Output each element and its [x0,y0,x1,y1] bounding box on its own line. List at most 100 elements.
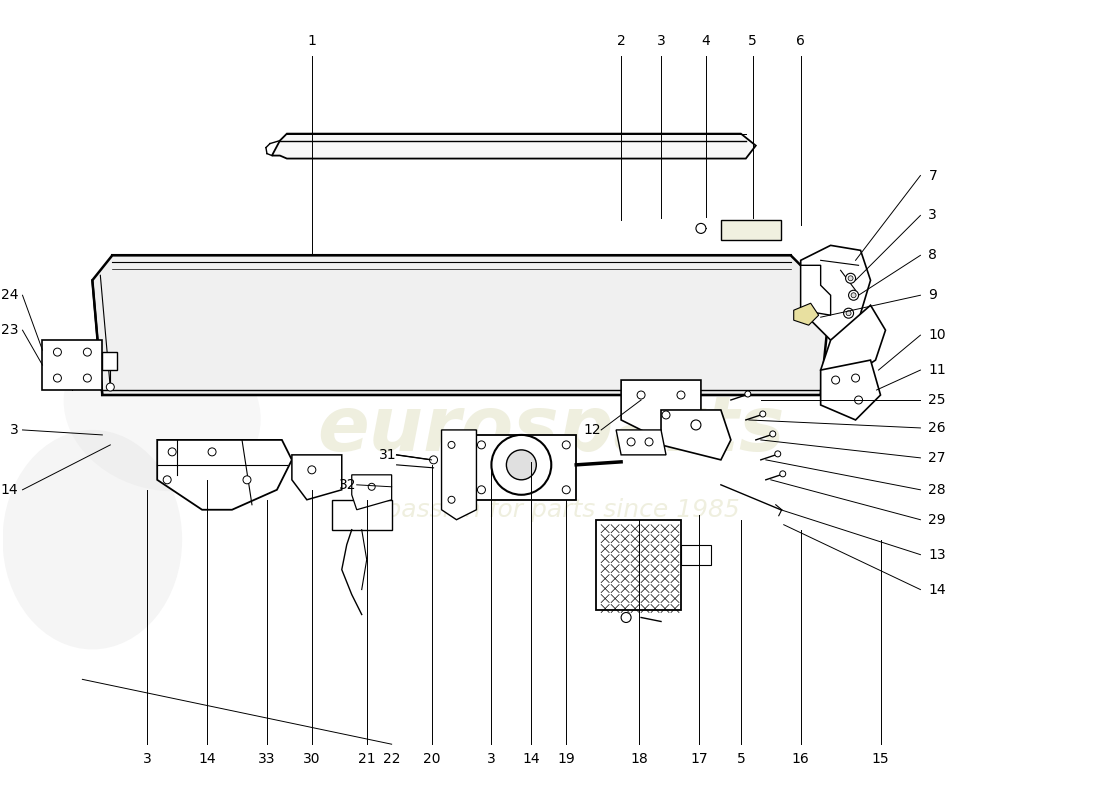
Circle shape [696,223,706,234]
Circle shape [851,293,856,298]
Circle shape [308,466,316,474]
Circle shape [243,476,251,484]
Circle shape [107,383,114,391]
Circle shape [477,441,485,449]
Polygon shape [102,352,118,370]
Circle shape [506,450,537,480]
Circle shape [645,438,653,446]
Polygon shape [821,360,880,420]
Text: 23: 23 [1,323,19,337]
Circle shape [621,613,631,622]
Text: 3: 3 [487,752,496,766]
Circle shape [851,374,859,382]
Polygon shape [157,440,292,510]
Circle shape [855,396,862,404]
Circle shape [691,420,701,430]
Text: a passion for parts since 1985: a passion for parts since 1985 [362,498,740,522]
Circle shape [562,486,570,494]
Text: 11: 11 [928,363,946,377]
Text: 8: 8 [928,248,937,262]
Circle shape [848,276,854,281]
Circle shape [448,496,455,503]
Text: 30: 30 [304,752,320,766]
Text: 28: 28 [928,482,946,497]
Text: 14: 14 [928,582,946,597]
Text: 9: 9 [928,288,937,302]
Text: 22: 22 [383,752,400,766]
Text: 3: 3 [143,752,152,766]
Text: 14: 14 [522,752,540,766]
Circle shape [848,290,859,300]
Circle shape [760,411,766,417]
Text: 5: 5 [748,34,757,48]
Text: 27: 27 [928,451,946,465]
Circle shape [844,308,854,318]
Text: 21: 21 [358,752,375,766]
Text: 4: 4 [702,34,711,48]
Circle shape [774,451,781,457]
Polygon shape [821,306,886,380]
Text: 15: 15 [871,752,889,766]
Circle shape [780,471,785,477]
Circle shape [627,438,635,446]
Polygon shape [794,303,818,325]
Circle shape [430,456,438,464]
Circle shape [54,374,62,382]
Polygon shape [681,545,711,565]
Circle shape [832,376,839,384]
Polygon shape [801,246,870,340]
Polygon shape [43,340,102,390]
Circle shape [168,448,176,456]
Text: 13: 13 [928,548,946,562]
Circle shape [477,486,485,494]
Text: 10: 10 [928,328,946,342]
Polygon shape [661,410,730,460]
Text: 6: 6 [796,34,805,48]
Polygon shape [621,380,701,440]
Circle shape [448,442,455,448]
Text: 3: 3 [928,209,937,222]
Text: 2: 2 [617,34,626,48]
Text: 12: 12 [583,423,602,437]
Text: 14: 14 [198,752,216,766]
Text: eurosparts: eurosparts [318,393,785,467]
Polygon shape [596,520,681,610]
Text: 31: 31 [379,448,397,462]
Circle shape [745,391,751,397]
Circle shape [637,391,645,399]
Text: 29: 29 [928,513,946,526]
Polygon shape [332,500,392,530]
Circle shape [846,310,851,316]
Circle shape [846,274,856,283]
Circle shape [84,348,91,356]
Polygon shape [801,266,830,315]
Text: 24: 24 [1,288,19,302]
Circle shape [368,483,375,490]
Polygon shape [272,134,756,158]
Text: 20: 20 [422,752,440,766]
Text: 32: 32 [339,478,356,492]
Polygon shape [441,430,476,520]
Ellipse shape [64,329,261,491]
Polygon shape [616,430,666,455]
Text: 19: 19 [558,752,575,766]
Circle shape [492,435,551,494]
Text: 14: 14 [1,482,19,497]
Circle shape [54,348,62,356]
Circle shape [770,431,776,437]
Text: 1: 1 [307,34,317,48]
Text: 25: 25 [928,393,946,407]
Text: 7: 7 [928,169,937,182]
Circle shape [676,391,685,399]
Circle shape [208,448,216,456]
Text: 18: 18 [630,752,648,766]
Circle shape [163,476,172,484]
Polygon shape [720,221,781,240]
Text: 5: 5 [737,752,745,766]
Text: 33: 33 [258,752,276,766]
Polygon shape [92,255,830,395]
Circle shape [662,411,670,419]
Polygon shape [352,475,392,510]
Text: 16: 16 [792,752,810,766]
Text: 3: 3 [657,34,665,48]
